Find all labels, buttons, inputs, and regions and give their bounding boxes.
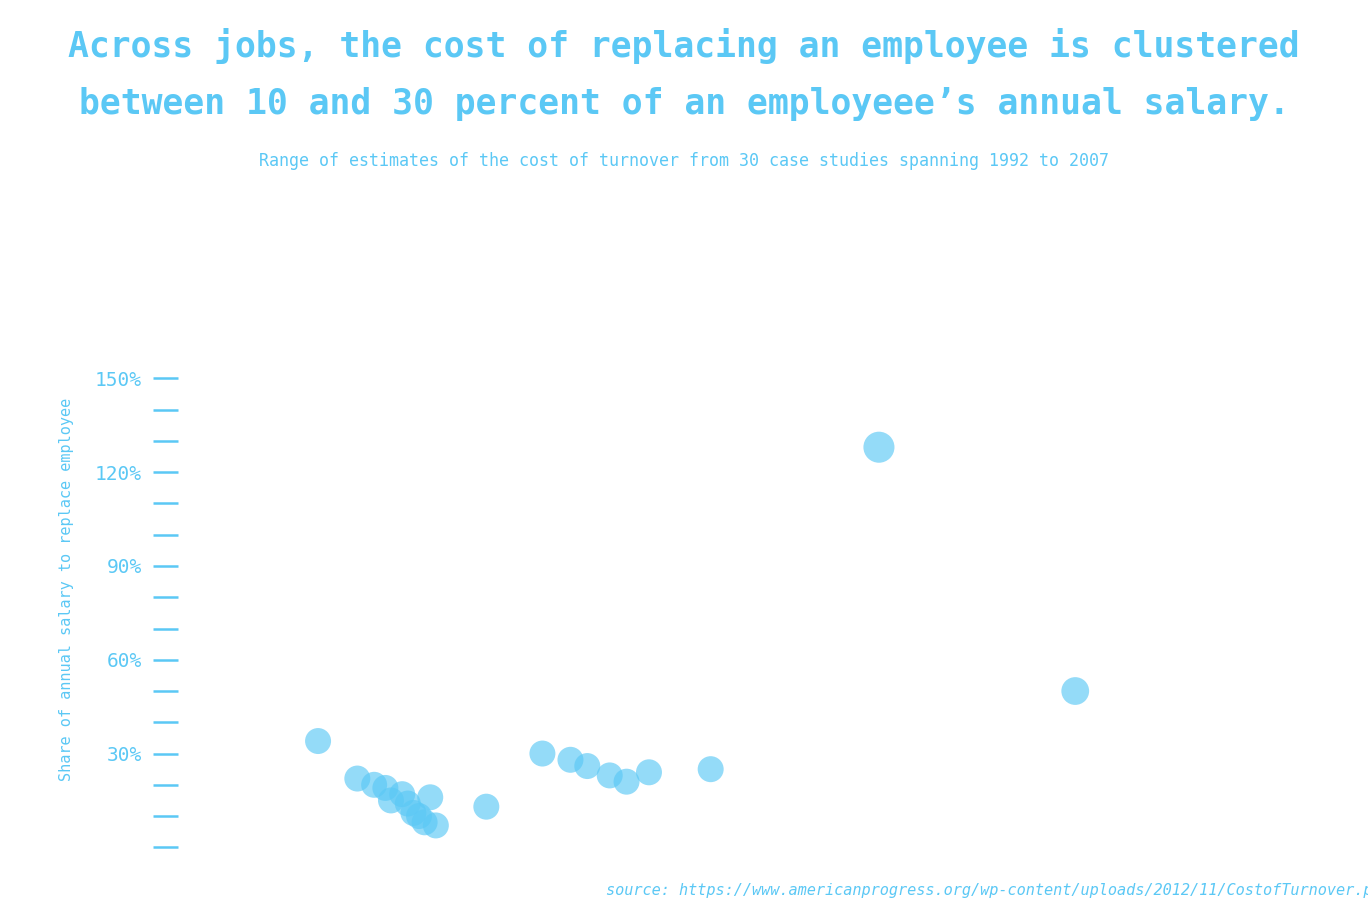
Point xyxy=(1064,683,1086,698)
Y-axis label: Share of annual salary to replace employee: Share of annual salary to replace employ… xyxy=(59,398,74,781)
Point xyxy=(380,793,402,808)
Text: Across jobs, the cost of replacing an employee is clustered: Across jobs, the cost of replacing an em… xyxy=(68,28,1300,64)
Point xyxy=(560,752,581,767)
Point xyxy=(616,775,637,789)
Point xyxy=(599,768,621,783)
Text: source: https://www.americanprogress.org/wp-content/uploads/2012/11/CostofTurnov: source: https://www.americanprogress.org… xyxy=(606,883,1368,898)
Point xyxy=(413,815,435,830)
Point xyxy=(391,787,413,801)
Point xyxy=(576,759,598,774)
Point xyxy=(397,796,419,810)
Point xyxy=(476,799,498,814)
Point xyxy=(364,777,386,792)
Point xyxy=(306,734,328,749)
Point xyxy=(402,806,424,821)
Point xyxy=(419,790,440,805)
Point xyxy=(531,746,553,761)
Text: Range of estimates of the cost of turnover from 30 case studies spanning 1992 to: Range of estimates of the cost of turnov… xyxy=(259,152,1109,170)
Point xyxy=(408,809,430,823)
Point xyxy=(637,765,659,780)
Text: between 10 and 30 percent of an employeee’s annual salary.: between 10 and 30 percent of an employee… xyxy=(78,87,1290,122)
Point xyxy=(699,762,722,776)
Point xyxy=(346,771,368,786)
Point xyxy=(425,818,447,833)
Point xyxy=(375,781,397,796)
Point xyxy=(867,440,889,455)
